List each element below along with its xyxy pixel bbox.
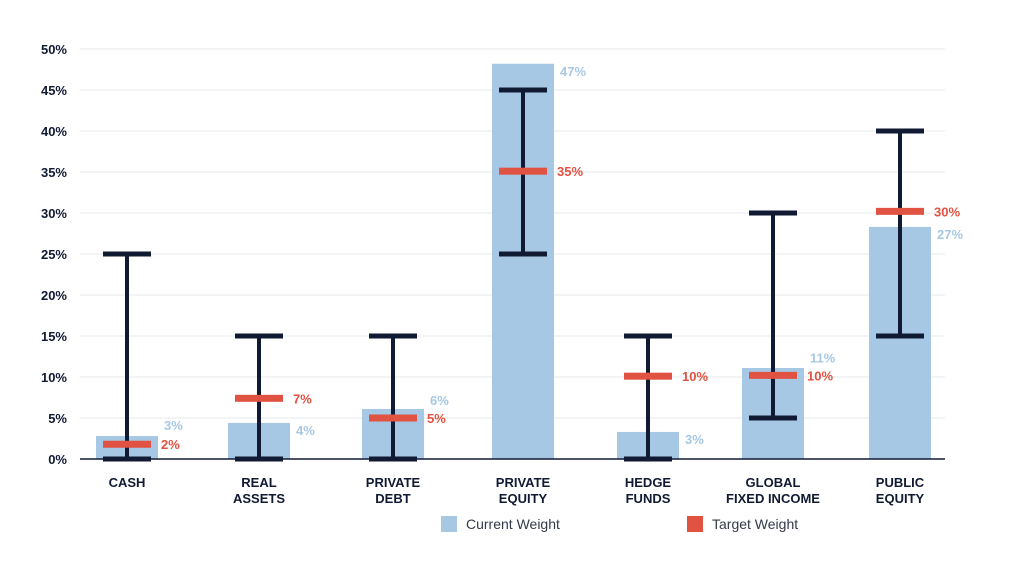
category-label: HEDGE — [625, 475, 672, 490]
category-label: REAL — [241, 475, 276, 490]
value-labels: 3% 2% 4% 7% 6% 5% 47% 35% 3% 10% 11% 10% 27% 30% — [161, 64, 963, 452]
target-marker — [369, 414, 417, 422]
y-tick-label: 35% — [41, 165, 67, 180]
current-value-label: 27% — [937, 227, 963, 242]
legend-target-label: Target Weight — [712, 516, 798, 532]
current-value-label: 4% — [296, 423, 315, 438]
y-tick-label: 0% — [48, 452, 67, 467]
y-tick-label: 30% — [41, 206, 67, 221]
current-value-label: 3% — [164, 418, 183, 433]
target-value-label: 5% — [427, 411, 446, 426]
category-label: PRIVATE — [496, 475, 551, 490]
y-tick-label: 50% — [41, 42, 67, 57]
category-label: CASH — [109, 475, 146, 490]
category-label: FIXED INCOME — [726, 491, 820, 506]
target-marker — [499, 167, 547, 175]
category-label: DEBT — [375, 491, 410, 506]
target-value-label: 2% — [161, 437, 180, 452]
target-marker — [624, 372, 672, 380]
category-label: EQUITY — [876, 491, 925, 506]
y-tick-label: 5% — [48, 411, 67, 426]
target-value-label: 35% — [557, 164, 583, 179]
current-value-label: 3% — [685, 432, 704, 447]
category-label: EQUITY — [499, 491, 548, 506]
category-label: FUNDS — [626, 491, 671, 506]
current-value-label: 11% — [810, 350, 836, 365]
legend-current-label: Current Weight — [466, 516, 560, 532]
category-label: PRIVATE — [366, 475, 421, 490]
current-value-label: 6% — [430, 393, 449, 408]
category-label: ASSETS — [233, 491, 285, 506]
y-tick-label: 40% — [41, 124, 67, 139]
target-value-label: 10% — [682, 369, 708, 384]
target-marker — [103, 440, 151, 448]
legend-target-swatch — [687, 516, 703, 532]
target-value-label: 30% — [934, 204, 960, 219]
target-value-label: 7% — [293, 391, 312, 406]
category-label: PUBLIC — [876, 475, 925, 490]
y-tick-label: 15% — [41, 329, 67, 344]
current-value-label: 47% — [560, 64, 586, 79]
target-marker — [235, 394, 283, 402]
target-markers — [103, 167, 924, 448]
y-tick-label: 10% — [41, 370, 67, 385]
category-labels: CASH REALASSETSPRIVATEDEBTPRIVATEEQUITYHE… — [109, 475, 925, 506]
y-tick-label: 45% — [41, 83, 67, 98]
target-marker — [749, 371, 797, 379]
category-label: GLOBAL — [746, 475, 801, 490]
target-marker — [876, 207, 924, 215]
y-tick-label: 20% — [41, 288, 67, 303]
y-tick-label: 25% — [41, 247, 67, 262]
legend-current-swatch — [441, 516, 457, 532]
y-axis-ticks: 0% 5% 10% 15% 20% 25% 30% 35% 40% 45% 50% — [41, 42, 67, 467]
current-weight-bars — [96, 63, 931, 459]
target-value-label: 10% — [807, 368, 833, 383]
legend: Current Weight Target Weight — [441, 516, 798, 532]
